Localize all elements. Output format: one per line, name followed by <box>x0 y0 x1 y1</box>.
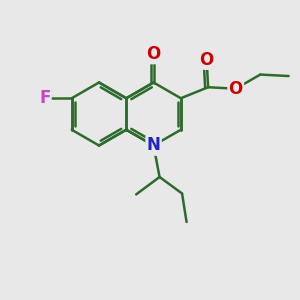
Text: F: F <box>39 89 50 107</box>
Text: N: N <box>147 136 160 154</box>
Text: O: O <box>229 80 243 98</box>
Text: O: O <box>146 45 161 63</box>
Text: O: O <box>200 51 214 69</box>
